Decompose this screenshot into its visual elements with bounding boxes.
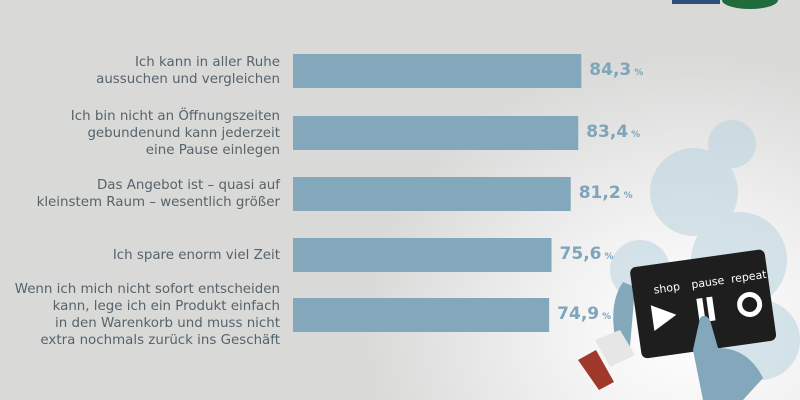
tablet-illustration: shop pause repeat xyxy=(578,249,777,400)
bar xyxy=(293,177,571,211)
bar xyxy=(293,54,582,88)
category-label: Ich bin nicht an Öffnungszeiten gebunden… xyxy=(70,108,280,158)
category-label: Wenn ich mich nicht sofort entscheiden k… xyxy=(14,282,280,348)
cuff xyxy=(595,330,635,367)
logo xyxy=(672,0,778,9)
value-label: 84,3% xyxy=(589,60,644,80)
repeat-icon xyxy=(737,291,763,317)
value-label: 74,9% xyxy=(557,304,612,324)
right-hand xyxy=(693,315,763,400)
bar xyxy=(293,116,579,150)
sleeve xyxy=(578,350,614,390)
value-label: 81,2% xyxy=(578,183,633,203)
bar xyxy=(293,238,552,272)
value-label: 75,6% xyxy=(559,244,614,264)
category-label: Das Angebot ist – quasi auf kleinstem Ra… xyxy=(36,178,280,210)
bar xyxy=(293,298,550,332)
play-icon xyxy=(650,305,677,331)
tablet-label-pause: pause xyxy=(690,274,725,292)
tablet-label-shop: shop xyxy=(653,280,681,297)
category-label: Ich kann in aller Ruhe aussuchen und ver… xyxy=(96,55,280,87)
value-label: 83,4% xyxy=(586,122,641,142)
tablet-label-repeat: repeat xyxy=(730,268,768,286)
category-label: Ich spare enorm viel Zeit xyxy=(112,247,280,263)
